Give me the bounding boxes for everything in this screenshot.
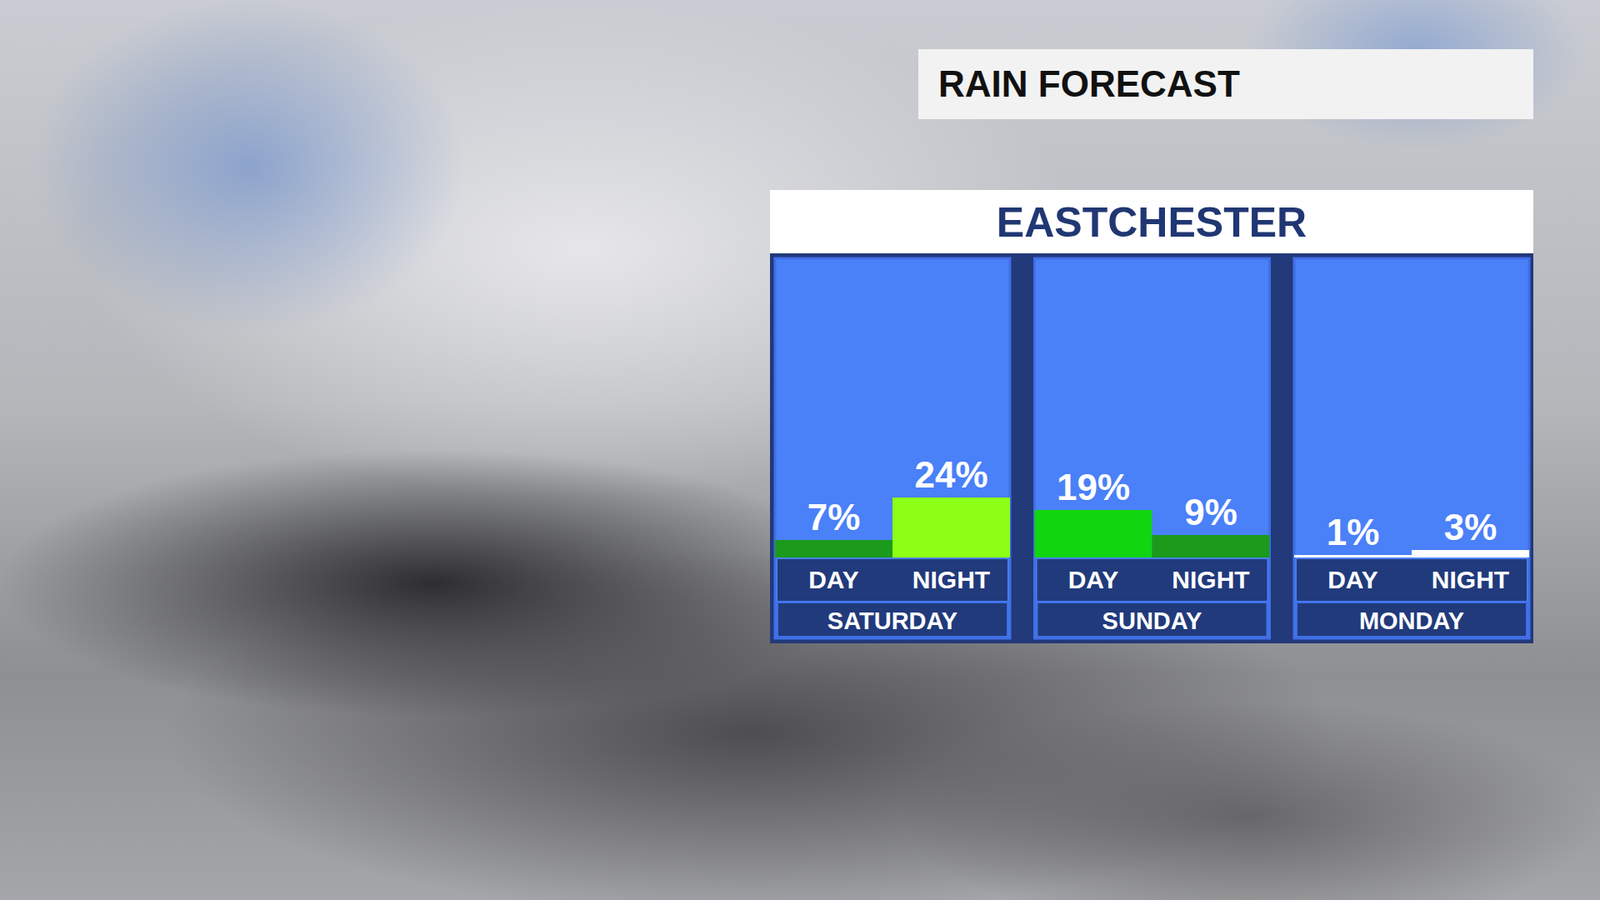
day-row — [1296, 602, 1527, 637]
data-label: 19% — [1056, 466, 1130, 508]
period-label: NIGHT — [1431, 565, 1510, 594]
day-column — [1035, 258, 1270, 639]
rain-bar — [1411, 550, 1530, 558]
rain-bar — [1035, 510, 1153, 558]
chart-title: EASTCHESTER — [996, 199, 1307, 246]
labels: 7% 24% 19% 9% 1% 3% — [807, 454, 1498, 553]
day-column — [1294, 258, 1530, 639]
category-label: MONDAY — [1359, 607, 1465, 635]
banner-box — [918, 49, 1534, 120]
data-label: 1% — [1326, 511, 1380, 553]
data-label: 3% — [1444, 506, 1498, 548]
rain-bar — [892, 497, 1010, 558]
period-label: NIGHT — [912, 565, 990, 594]
period-label: DAY — [1327, 565, 1379, 594]
day-row — [1037, 602, 1268, 637]
banner-title: RAIN FORECAST — [938, 63, 1240, 105]
panel-body — [770, 253, 1534, 644]
period-row — [1037, 559, 1268, 601]
period-row — [777, 559, 1008, 601]
day-column — [775, 258, 1010, 639]
rain-bar — [775, 540, 893, 558]
category-label: SATURDAY — [827, 607, 958, 635]
title-box — [770, 190, 1534, 254]
category-label: SUNDAY — [1102, 607, 1203, 635]
period-label: DAY — [1068, 565, 1120, 594]
rain-bar — [1152, 535, 1270, 558]
data-label: 7% — [807, 496, 861, 538]
data-label: 24% — [914, 454, 988, 495]
bars — [775, 497, 1530, 558]
period-label: DAY — [808, 565, 860, 594]
data-label: 9% — [1184, 491, 1238, 533]
chart: RAIN FORECAST EASTCHESTER 7% 24% 19% 9% 1% 3% DA… — [0, 0, 1600, 900]
rain-bar — [1294, 555, 1412, 558]
day-row — [777, 602, 1008, 637]
period-row — [1296, 559, 1527, 601]
period-label: NIGHT — [1171, 565, 1250, 594]
